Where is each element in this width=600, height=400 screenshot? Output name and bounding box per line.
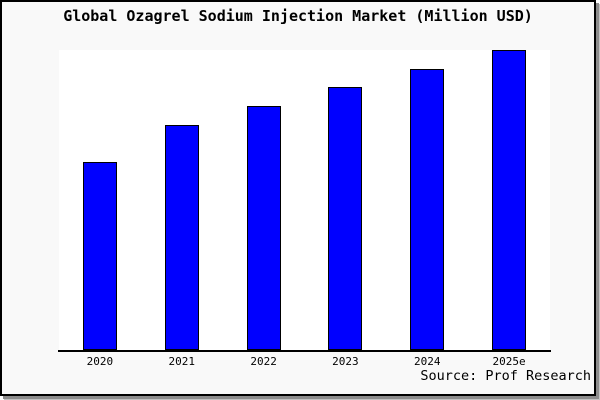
x-tick-label-2020: 2020: [86, 355, 114, 368]
bar-2023: [328, 86, 363, 350]
bar-2020: [82, 161, 117, 350]
plot-area: [59, 50, 550, 350]
x-tick-label-2022: 2022: [250, 355, 277, 368]
x-axis-line: [58, 350, 551, 352]
x-tick-label-2024: 2024: [414, 355, 441, 368]
bar-2024: [410, 68, 445, 350]
bar-2025e: [492, 50, 527, 350]
x-tick-label-2021: 2021: [168, 355, 196, 368]
x-tick-label-2025e: 2025e: [492, 355, 526, 368]
bar-2022: [246, 106, 281, 350]
chart-title: Global Ozagrel Sodium Injection Market (…: [63, 7, 533, 25]
source-label: Source: Prof Research: [420, 368, 591, 384]
bar-2021: [164, 125, 199, 350]
x-tick-label-2023: 2023: [332, 355, 359, 368]
